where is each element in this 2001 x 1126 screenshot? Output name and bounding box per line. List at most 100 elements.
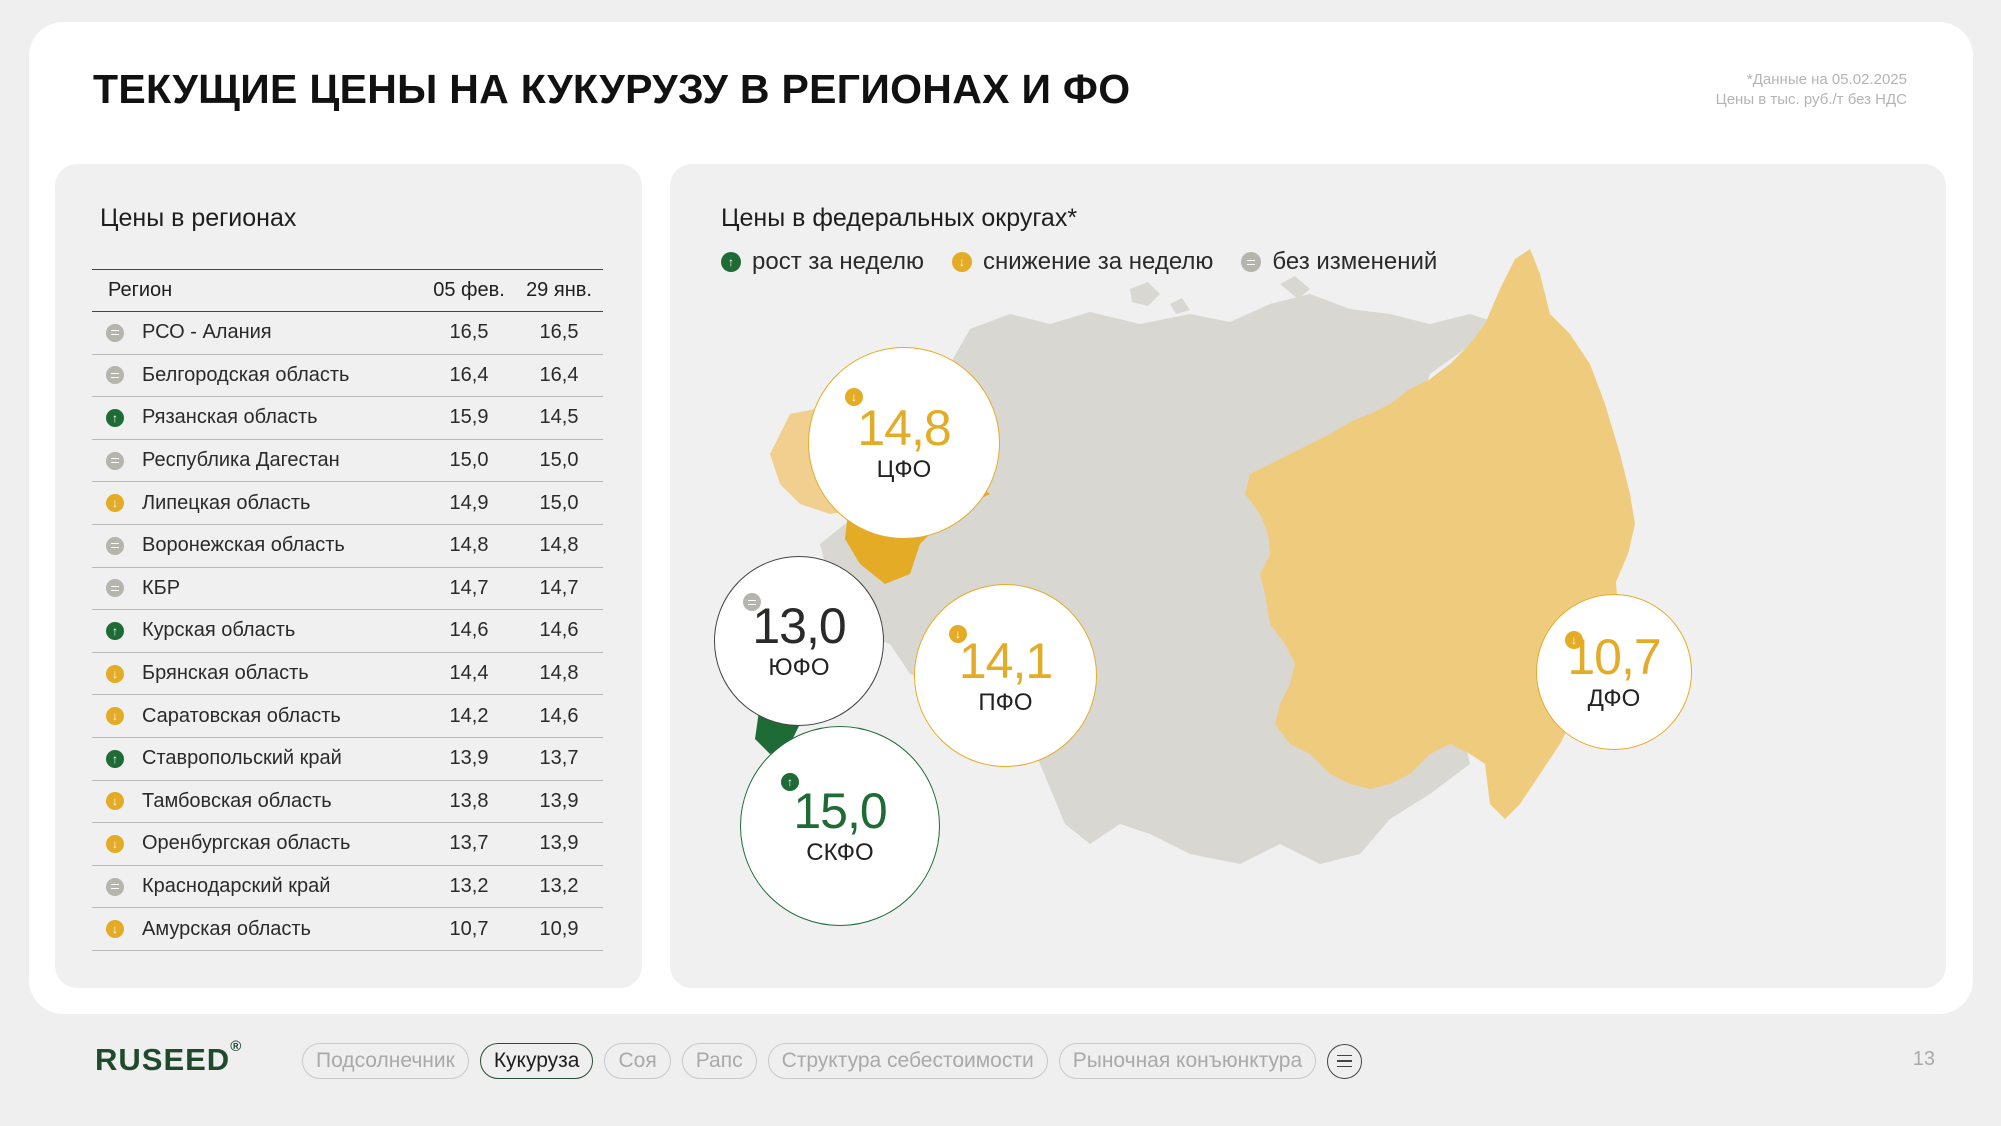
table-row: ↑ Курская область 14,6 14,6 <box>92 610 603 653</box>
table-row: ↓ Оренбургская область 13,7 13,9 <box>92 823 603 866</box>
arrow-down-icon: ↓ <box>845 388 863 406</box>
equals-icon <box>106 877 124 896</box>
arrow-down-icon: ↓ <box>106 664 124 683</box>
map-islands <box>1130 276 1310 314</box>
arrow-down-icon: ↓ <box>952 252 973 272</box>
nav-corn[interactable]: Кукуруза <box>479 1043 594 1079</box>
regions-table: Регион 05 фев. 29 янв. РСО - Алания 16,5 1… <box>92 269 603 951</box>
regions-panel: Цены в регионах Регион 05 фев. 29 янв. Р… <box>55 164 642 988</box>
legend-down-label: снижение за неделю <box>983 248 1214 275</box>
price-previous: 14,6 <box>539 704 579 727</box>
ruseed-logo[interactable]: RUSEED® <box>95 1038 242 1078</box>
price-previous: 14,5 <box>539 406 579 429</box>
price-current: 10,7 <box>449 917 489 940</box>
price-current: 14,2 <box>449 704 489 727</box>
price-current: 13,9 <box>449 747 489 770</box>
price-previous: 13,9 <box>539 789 579 812</box>
region-name: КБР <box>142 576 181 599</box>
data-date-note: *Данные на 05.02.2025 <box>1746 71 1907 88</box>
table-row: ↓ Тамбовская область 13,8 13,9 <box>92 781 603 824</box>
price-current: 14,4 <box>449 662 489 685</box>
table-row: ↑ Ставропольский край 13,9 13,7 <box>92 738 603 781</box>
bubble-cfo: ↓ 14,8 ЦФО <box>808 347 1000 539</box>
price-current: 15,0 <box>449 449 489 472</box>
price-current: 16,5 <box>449 321 489 344</box>
nav-market-conditions[interactable]: Рыночная конъюнктура <box>1058 1043 1317 1079</box>
legend-same: без изменений <box>1241 248 1437 276</box>
regions-panel-title: Цены в регионах <box>100 204 297 232</box>
equals-icon <box>106 579 124 598</box>
price-previous: 13,9 <box>539 832 579 855</box>
table-body: РСО - Алания 16,5 16,5 Белгородская область… <box>92 312 603 951</box>
districts-panel-title: Цены в федеральных округах* <box>721 204 1078 232</box>
price-previous: 15,0 <box>539 491 579 514</box>
menu-icon[interactable] <box>1327 1043 1363 1079</box>
legend-up: ↑ рост за неделю <box>721 248 924 276</box>
price-current: 14,9 <box>449 491 489 514</box>
arrow-down-icon: ↓ <box>1565 631 1583 649</box>
table-row: ↓ Амурская область 10,7 10,9 <box>92 908 603 951</box>
header-col2: 29 янв. <box>526 279 592 301</box>
arrow-down-icon: ↓ <box>949 625 967 643</box>
arrow-down-icon: ↓ <box>106 792 124 811</box>
arrow-up-icon: ↑ <box>781 773 799 791</box>
price-previous: 14,6 <box>539 619 579 642</box>
bubble-yufo: 13,0 ЮФО <box>714 556 884 726</box>
price-current: 13,2 <box>449 875 489 898</box>
arrow-up-icon: ↑ <box>721 252 741 272</box>
price-current: 14,6 <box>449 619 489 642</box>
price-current: 15,9 <box>449 406 489 429</box>
yufo-label: ЮФО <box>768 654 830 681</box>
price-previous: 14,7 <box>539 576 579 599</box>
price-current: 14,8 <box>449 534 489 557</box>
bottom-nav: Подсолнечник Кукуруза Соя Рапс Структура… <box>302 1043 1363 1079</box>
nav-cost-structure[interactable]: Структура себестоимости <box>767 1043 1048 1079</box>
region-name: Амурская область <box>142 917 311 940</box>
table-row: ↑ Рязанская область 15,9 14,5 <box>92 397 603 440</box>
arrow-up-icon: ↑ <box>106 621 124 640</box>
price-previous: 15,0 <box>539 449 579 472</box>
price-current: 16,4 <box>449 363 489 386</box>
arrow-down-icon: ↓ <box>106 707 124 726</box>
region-name: Липецкая область <box>142 491 311 514</box>
region-name: Воронежская область <box>142 534 345 557</box>
equals-icon <box>1241 252 1262 272</box>
region-name: Тамбовская область <box>142 789 332 812</box>
legend-same-label: без изменений <box>1272 248 1438 275</box>
table-row: РСО - Алания 16,5 16,5 <box>92 312 603 355</box>
nav-soy[interactable]: Соя <box>604 1043 671 1079</box>
price-previous: 13,2 <box>539 875 579 898</box>
map-legend: ↑ рост за неделю ↓ снижение за неделю бе… <box>721 248 1437 276</box>
legend-down: ↓ снижение за неделю <box>952 248 1213 276</box>
nav-sunflower[interactable]: Подсолнечник <box>302 1043 469 1079</box>
districts-panel: Цены в федеральных округах* ↑ рост за не… <box>670 164 1946 988</box>
table-row: ↓ Липецкая область 14,9 15,0 <box>92 482 603 525</box>
dfo-label: ДФО <box>1587 685 1641 712</box>
table-row: Воронежская область 14,8 14,8 <box>92 525 603 568</box>
nav-rapeseed[interactable]: Рапс <box>681 1043 757 1079</box>
bubble-skfo: ↑ 15,0 СКФО <box>740 726 940 926</box>
arrow-down-icon: ↓ <box>106 920 124 939</box>
page-title: ТЕКУЩИЕ ЦЕНЫ НА КУКУРУЗУ В РЕГИОНАХ И ФО <box>93 66 1131 112</box>
equals-icon <box>743 593 761 611</box>
arrow-up-icon: ↑ <box>106 408 124 427</box>
pfo-value: 14,1 <box>958 632 1053 689</box>
pfo-label: ПФО <box>978 688 1033 716</box>
table-row: Белгородская область 16,4 16,4 <box>92 355 603 398</box>
registered-mark: ® <box>230 1038 243 1055</box>
region-name: Белгородская область <box>142 363 350 386</box>
price-current: 14,7 <box>449 576 489 599</box>
header-region: Регион <box>108 279 173 301</box>
region-name: РСО - Алания <box>142 321 272 344</box>
arrow-down-icon: ↓ <box>106 834 124 853</box>
data-note: *Данные на 05.02.2025 Цены в тыс. руб./т… <box>1716 70 1907 110</box>
region-name: Оренбургская область <box>142 832 351 855</box>
arrow-up-icon: ↑ <box>106 749 124 768</box>
price-previous: 16,5 <box>539 321 579 344</box>
slide-card: ТЕКУЩИЕ ЦЕНЫ НА КУКУРУЗУ В РЕГИОНАХ И ФО… <box>29 22 1973 1014</box>
cfo-label: ЦФО <box>876 456 932 483</box>
region-name: Краснодарский край <box>142 875 331 898</box>
region-name: Курская область <box>142 619 296 642</box>
table-header: Регион 05 фев. 29 янв. <box>92 269 603 312</box>
table-row: ↓ Брянская область 14,4 14,8 <box>92 653 603 696</box>
